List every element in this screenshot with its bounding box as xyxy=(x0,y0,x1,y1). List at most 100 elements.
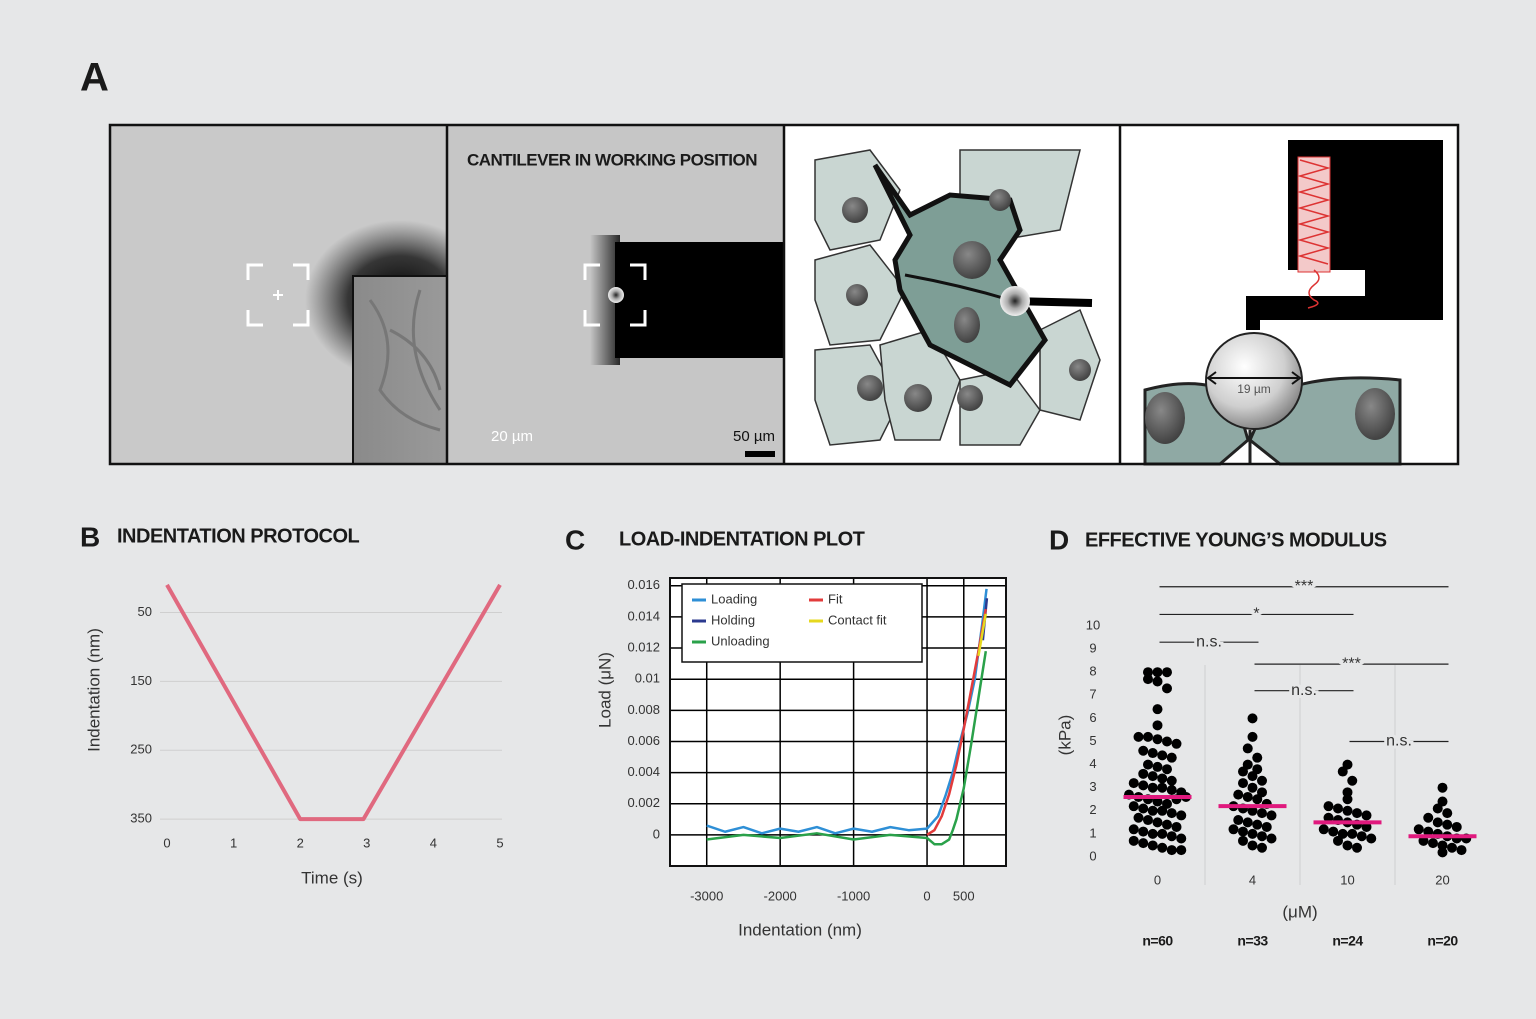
y-tick-label: 0.008 xyxy=(627,702,660,717)
data-point xyxy=(1147,805,1158,816)
x-tick-label: -3000 xyxy=(690,888,723,903)
data-point xyxy=(1128,835,1139,846)
plot-frame xyxy=(669,577,1007,867)
data-point xyxy=(1266,810,1277,821)
data-point xyxy=(1347,775,1358,786)
data-point xyxy=(1162,683,1172,694)
y-tick-label: 250 xyxy=(130,742,152,757)
data-point xyxy=(1157,828,1168,839)
x-axis-label: Indentation (nm) xyxy=(738,920,862,939)
data-point xyxy=(1166,752,1177,763)
data-point xyxy=(1157,782,1168,793)
y-tick-label: 5 xyxy=(1089,733,1096,748)
group-count: n=60 xyxy=(1142,933,1173,949)
panel-a-images xyxy=(108,123,1460,466)
data-point xyxy=(1147,771,1158,782)
data-point xyxy=(1228,824,1239,835)
data-point xyxy=(1152,720,1163,731)
data-point xyxy=(1147,828,1158,839)
data-point xyxy=(1147,840,1158,851)
data-point xyxy=(1442,819,1453,830)
data-point xyxy=(1366,833,1377,844)
data-point xyxy=(1247,782,1258,793)
y-tick-label: 0.01 xyxy=(635,671,660,686)
data-point xyxy=(1166,831,1177,842)
data-point xyxy=(1157,750,1168,761)
data-point xyxy=(1257,842,1267,853)
x-tick-label: 4 xyxy=(430,835,437,850)
data-point xyxy=(1337,766,1348,777)
data-point xyxy=(1238,826,1248,837)
x-tick-label: 5 xyxy=(496,835,503,850)
x-tick-label: -1000 xyxy=(837,888,870,903)
y-tick-label: 0.006 xyxy=(627,733,660,748)
group-count: n=33 xyxy=(1237,933,1268,949)
data-point xyxy=(1423,826,1434,837)
data-point xyxy=(1252,819,1263,830)
data-point xyxy=(1147,782,1158,793)
y-tick-label: 150 xyxy=(130,673,152,688)
data-point xyxy=(1247,731,1258,742)
series-line xyxy=(977,613,988,657)
data-point xyxy=(1247,840,1258,851)
significance-label: n.s. xyxy=(1196,633,1222,650)
x-axis-label: (μM) xyxy=(1282,902,1317,921)
data-point xyxy=(1138,838,1149,849)
data-point xyxy=(1328,826,1339,837)
x-tick-label: 0 xyxy=(163,835,170,850)
data-point xyxy=(1432,803,1443,814)
scale-bar-label: 20 µm xyxy=(491,428,533,445)
y-tick-label: 1 xyxy=(1089,825,1096,840)
y-tick-label: 0 xyxy=(653,826,660,841)
data-point xyxy=(1361,810,1372,821)
data-point xyxy=(1257,831,1267,842)
x-tick-label: 3 xyxy=(363,835,370,850)
y-tick-label: 0.002 xyxy=(627,795,660,810)
x-tick-label: 10 xyxy=(1340,872,1354,887)
data-point xyxy=(1157,773,1168,784)
x-tick-label: 20 xyxy=(1435,872,1449,887)
group-count: n=20 xyxy=(1427,933,1458,949)
data-point xyxy=(1342,805,1353,816)
data-point xyxy=(1238,766,1248,777)
data-point xyxy=(1361,821,1372,832)
y-tick-label: 7 xyxy=(1089,687,1096,702)
data-point xyxy=(1347,828,1358,839)
data-point xyxy=(1451,821,1462,832)
data-point xyxy=(1233,815,1244,826)
data-point xyxy=(1423,812,1434,823)
data-point xyxy=(1247,713,1258,724)
panel-label: B xyxy=(80,521,100,552)
panel-label: D xyxy=(1049,524,1069,555)
group-count: n=24 xyxy=(1332,933,1363,949)
data-point xyxy=(1128,778,1139,789)
x-tick-label: 2 xyxy=(297,835,304,850)
data-point xyxy=(1166,845,1177,856)
data-point xyxy=(1162,819,1172,830)
y-axis-label: Indentation (nm) xyxy=(84,628,103,752)
data-point xyxy=(1261,821,1272,832)
significance-label: *** xyxy=(1295,578,1314,595)
data-point xyxy=(1152,796,1163,807)
series-line xyxy=(926,608,988,836)
y-tick-label: 0.004 xyxy=(627,764,660,779)
data-point xyxy=(1138,803,1149,814)
data-point xyxy=(1333,835,1343,846)
chart-title: LOAD-INDENTATION PLOT xyxy=(619,528,865,550)
data-point xyxy=(1143,731,1153,742)
data-point xyxy=(1152,817,1163,828)
data-point xyxy=(1143,759,1153,770)
y-tick-label: 0.012 xyxy=(627,639,660,654)
data-point xyxy=(1138,745,1149,756)
x-tick-label: 500 xyxy=(953,888,975,903)
x-tick-label: 0 xyxy=(1154,872,1161,887)
series-line xyxy=(165,583,502,822)
data-point xyxy=(1437,840,1448,851)
data-point xyxy=(1162,764,1172,775)
data-point xyxy=(1442,808,1453,819)
data-point xyxy=(1266,833,1277,844)
y-axis-label: Load (μN) xyxy=(595,652,614,728)
data-point xyxy=(1143,815,1153,826)
data-point xyxy=(1323,812,1334,823)
